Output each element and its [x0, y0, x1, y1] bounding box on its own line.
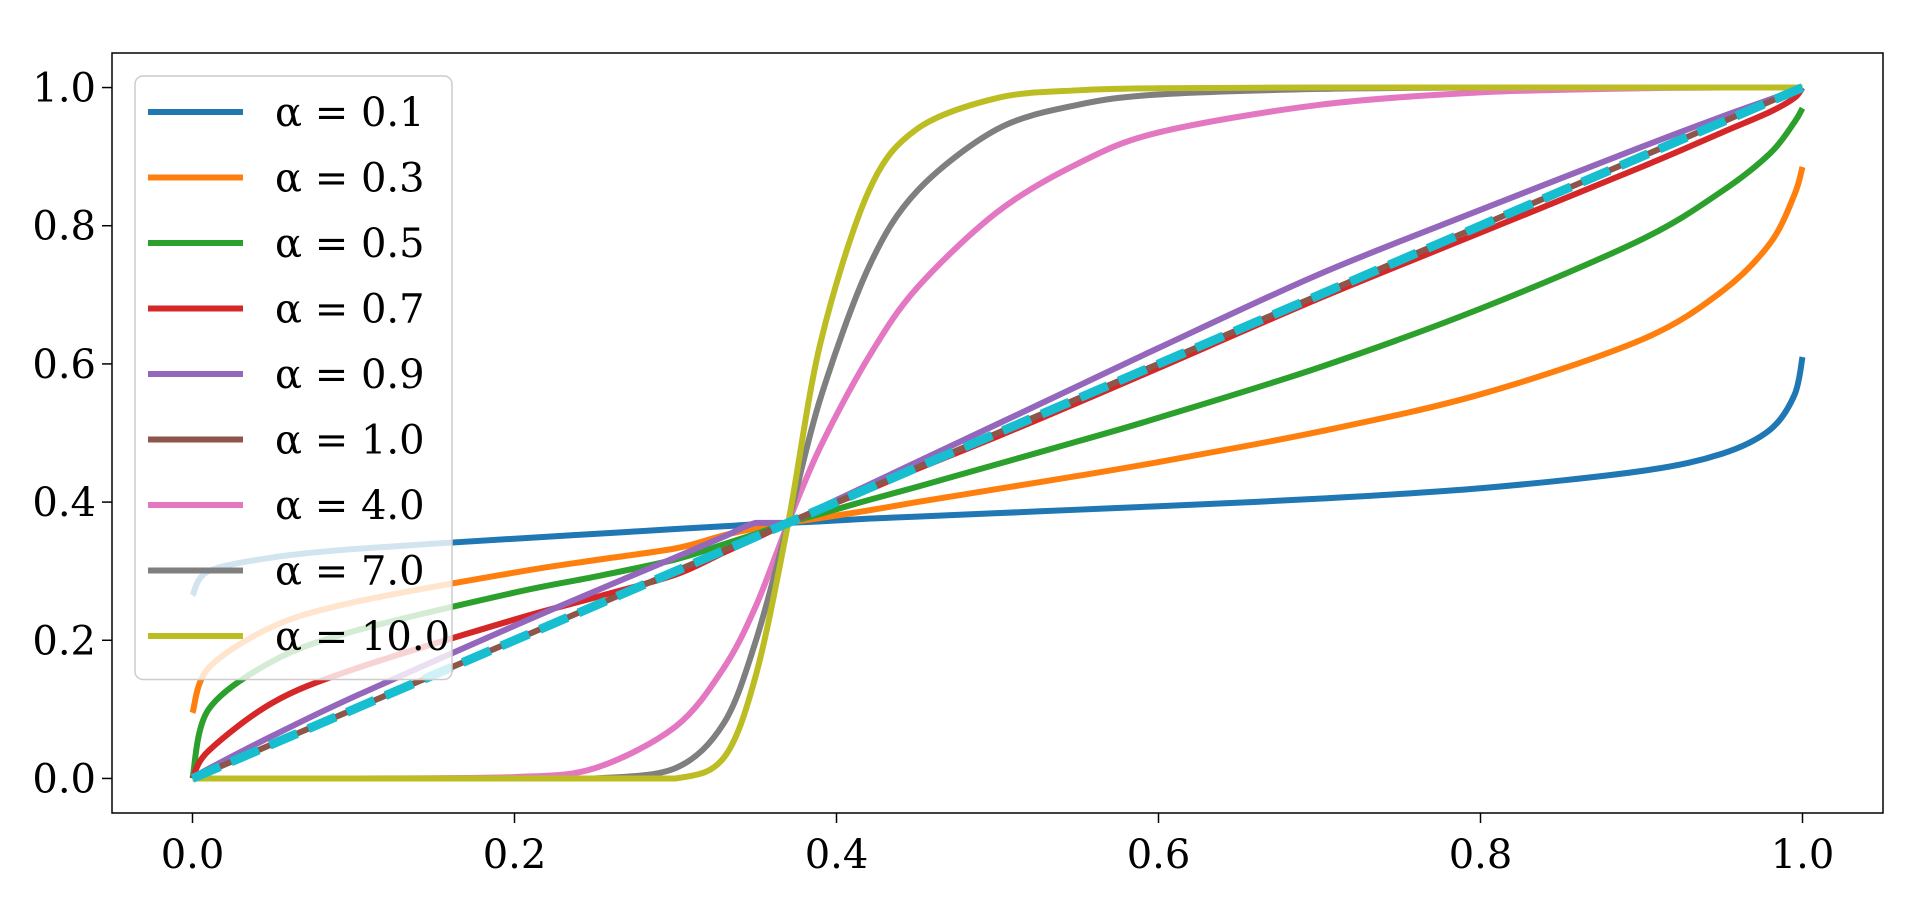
x-tick-label: 0.6: [1127, 832, 1191, 878]
legend-label: α = 0.3: [275, 156, 425, 202]
plot-frame: [111, 52, 1884, 814]
legend-label: α = 0.1: [275, 90, 425, 136]
x-axis: 0.0 0.2 0.4 0.6 0.8 1.0: [161, 813, 1835, 878]
legend: α = 0.1 α = 0.3 α = 0.5 α = 0.7 α = 0.9 α = 1…: [134, 75, 453, 681]
legend-label: α = 4.0: [275, 483, 425, 529]
x-tick-label: 0.8: [1449, 832, 1513, 878]
y-tick-label: 0.4: [32, 480, 96, 526]
legend-label: α = 10.0: [275, 614, 450, 660]
plot-area: [111, 52, 1884, 814]
legend-box: [134, 75, 453, 681]
series-line-0: [189, 356, 1806, 598]
legend-label: α = 0.9: [275, 352, 425, 398]
series-line-8: [192, 84, 1803, 782]
legend-label: α = 0.5: [275, 221, 425, 267]
legend-label: α = 1.0: [275, 418, 425, 464]
y-axis: 0.0 0.2 0.4 0.6 0.8 1.0: [32, 66, 112, 802]
legend-label: α = 7.0: [275, 549, 425, 595]
x-tick-label: 0.2: [483, 832, 547, 878]
legend-label: α = 0.7: [275, 287, 425, 333]
y-tick-label: 0.6: [32, 342, 96, 388]
series-lines: [189, 83, 1806, 783]
series-line-9: [190, 83, 1805, 783]
x-tick-label: 1.0: [1771, 832, 1835, 878]
y-tick-label: 0.2: [32, 618, 96, 664]
y-tick-label: 0.0: [32, 756, 96, 802]
x-tick-label: 0.0: [161, 832, 225, 878]
y-tick-label: 0.8: [32, 204, 96, 250]
y-tick-label: 1.0: [32, 66, 96, 112]
x-tick-label: 0.4: [805, 832, 869, 878]
series-line-1: [189, 166, 1806, 714]
